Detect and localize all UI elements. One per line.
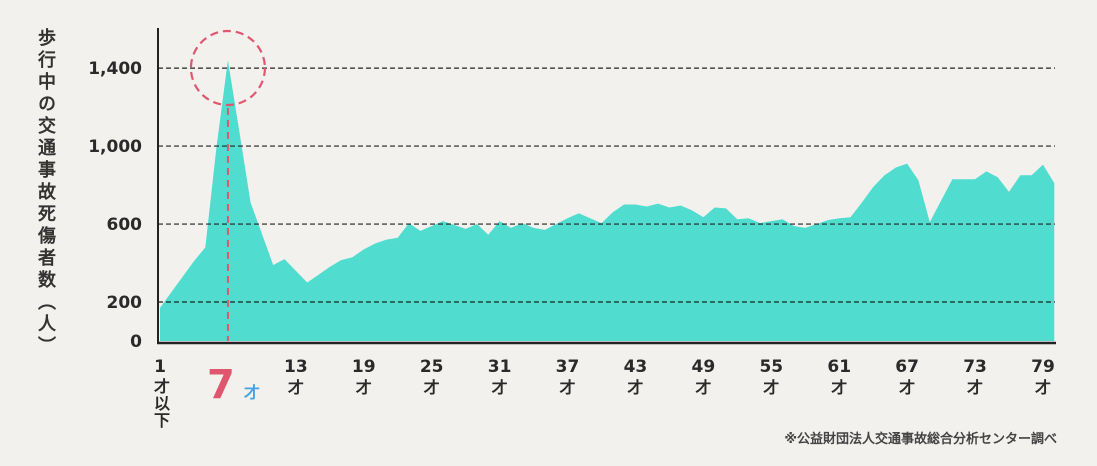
x-tick-unit: 才	[492, 378, 508, 397]
x-tick-label: 31	[488, 357, 512, 377]
x-tick-unit: 才	[560, 378, 576, 397]
area-series	[160, 60, 1055, 342]
x-tick-first-suffix: 才以下	[151, 378, 170, 429]
y-tick-label: 1,400	[88, 59, 142, 79]
x-tick-unit: 才	[288, 378, 304, 397]
x-tick-unit: 才	[763, 378, 779, 397]
x-tick-label: 1	[154, 357, 166, 377]
x-tick-unit: 才	[356, 378, 372, 397]
x-tick-label: 19	[352, 357, 376, 377]
y-tick-label: 0	[130, 332, 142, 352]
x-tick-label: 61	[827, 357, 851, 377]
x-tick-unit: 才	[424, 378, 440, 397]
x-tick-label: 25	[420, 357, 444, 377]
x-tick-label: 49	[692, 357, 716, 377]
y-tick-label: 1,000	[88, 137, 142, 157]
x-tick-unit-highlight: 才	[244, 383, 260, 402]
x-tick-label: 13	[284, 357, 308, 377]
x-tick-label: 67	[895, 357, 919, 377]
y-tick-label: 200	[107, 293, 143, 313]
x-tick-unit: 才	[899, 378, 915, 397]
x-tick-unit: 才	[627, 378, 643, 397]
x-tick-unit: 才	[831, 378, 847, 397]
source-footnote: ※公益財団法人交通事故総合分析センター調べ	[784, 432, 1057, 447]
x-tick-label-highlight: 7	[207, 362, 235, 408]
y-axis-title: 歩行中の交通事故死傷者数（人）	[35, 28, 56, 358]
x-tick-unit: 才	[695, 378, 711, 397]
x-tick-label: 79	[1031, 357, 1055, 377]
x-tick-unit: 才	[967, 378, 983, 397]
x-tick-label: 55	[759, 357, 783, 377]
x-tick-label: 37	[556, 357, 580, 377]
highlight-circle	[189, 29, 267, 107]
x-tick-label: 43	[624, 357, 648, 377]
y-tick-label: 600	[107, 215, 143, 235]
x-tick-label: 73	[963, 357, 987, 377]
x-tick-unit: 才	[1035, 378, 1051, 397]
